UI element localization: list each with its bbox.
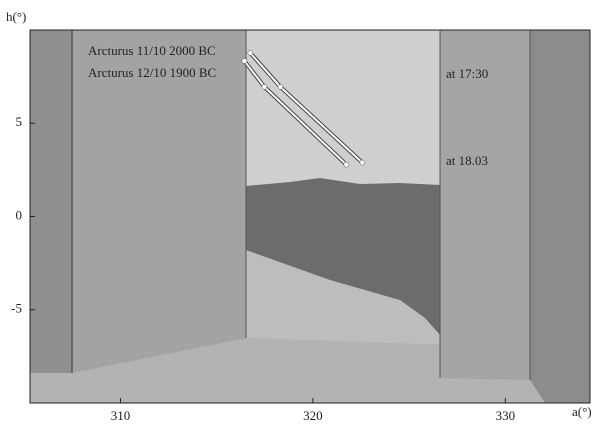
y-axis-label: h(°) [6, 9, 26, 24]
legend-label: Arcturus 11/10 2000 BC [88, 43, 216, 58]
x-axis-label: a(°) [572, 404, 592, 419]
right-panel [440, 30, 530, 380]
x-tick-label: 330 [496, 408, 516, 423]
point [277, 84, 284, 90]
legend-label: Arcturus 12/10 1900 BC [88, 65, 216, 80]
y-tick-label: -5 [11, 301, 22, 316]
left-wall [30, 30, 72, 373]
scene [30, 30, 590, 403]
ground [246, 250, 440, 345]
x-tick-label: 320 [303, 408, 323, 423]
point [359, 159, 366, 166]
point [261, 84, 268, 90]
left-panel [72, 30, 246, 373]
mountain [246, 178, 440, 335]
right-wall [530, 30, 590, 403]
point [343, 161, 350, 168]
point [241, 58, 248, 64]
point [247, 50, 254, 56]
y-tick-label: 5 [16, 114, 23, 129]
floor [30, 338, 545, 403]
y-tick-label: 0 [16, 207, 23, 222]
x-tick-label: 310 [111, 408, 131, 423]
sky [246, 30, 440, 186]
annotation: at 18.03 [446, 153, 488, 168]
annotation: at 17:30 [446, 66, 488, 81]
